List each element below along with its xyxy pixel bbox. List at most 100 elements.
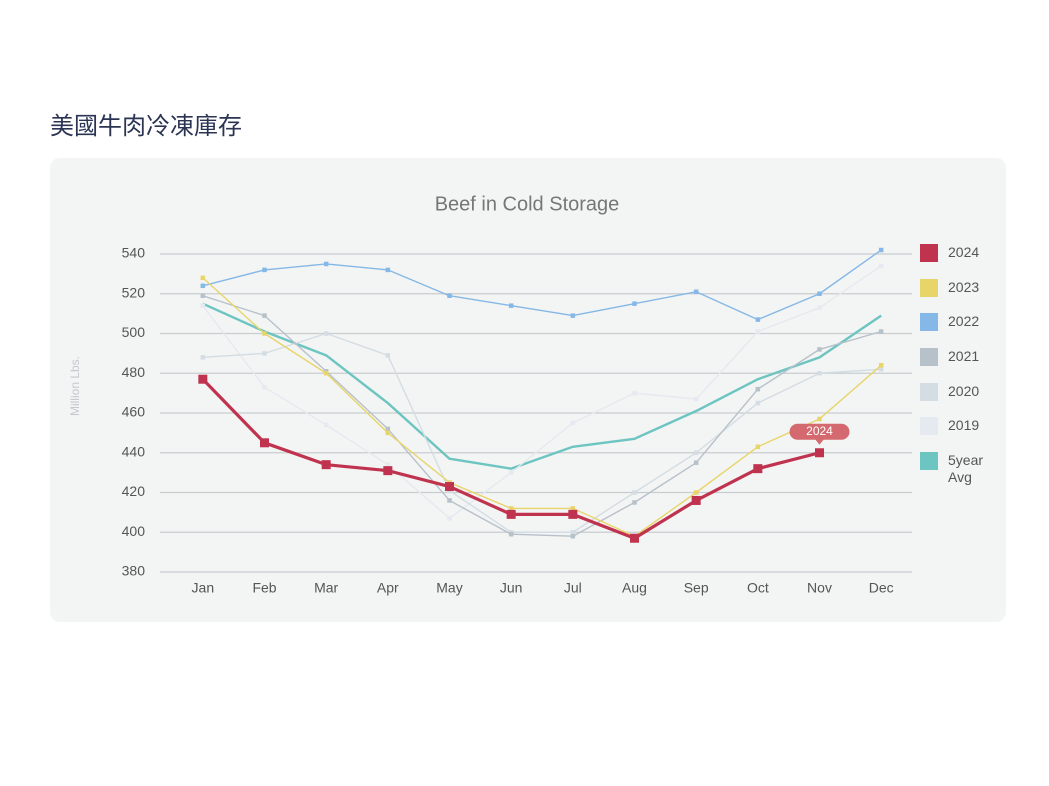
x-tick-label: Dec xyxy=(869,580,894,596)
data-point xyxy=(693,460,699,465)
legend-swatch xyxy=(920,313,938,332)
y-tick-label: 380 xyxy=(122,563,146,579)
data-point xyxy=(817,291,822,296)
legend-item: 2020 xyxy=(920,382,992,418)
data-point xyxy=(755,444,761,450)
y-tick-label: 400 xyxy=(122,523,146,539)
y-tick-label: 520 xyxy=(122,284,146,300)
data-point xyxy=(447,293,452,298)
data-point xyxy=(570,533,576,539)
legend-item: 2022 xyxy=(920,313,992,348)
x-tick-label: Jun xyxy=(500,580,523,596)
data-point xyxy=(570,420,576,426)
chart-title: Beef in Cold Storage xyxy=(435,193,620,215)
data-point xyxy=(260,438,269,448)
y-tick-label: 440 xyxy=(122,443,146,459)
data-point xyxy=(817,371,822,376)
y-tick-label: 460 xyxy=(122,404,146,420)
chart-card xyxy=(50,158,1006,622)
data-point xyxy=(878,363,884,368)
annotation: 2024 xyxy=(806,424,833,438)
data-point xyxy=(447,516,452,521)
legend: 2024 2023 2022 2021 2020 2019 5year Avg xyxy=(920,244,992,487)
x-tick-label: Jan xyxy=(192,580,215,596)
legend-swatch xyxy=(920,348,938,367)
data-point xyxy=(323,371,329,376)
data-point xyxy=(570,530,576,535)
data-point xyxy=(755,386,761,392)
legend-label: 2019 xyxy=(948,417,980,434)
data-point xyxy=(755,400,761,406)
data-point xyxy=(200,283,206,289)
legend-label: 2022 xyxy=(948,313,980,330)
series-line xyxy=(202,277,882,537)
data-point xyxy=(815,448,824,458)
data-point xyxy=(878,247,884,253)
data-point xyxy=(632,500,637,505)
y-tick-label: 480 xyxy=(122,364,146,380)
data-point xyxy=(262,267,267,273)
data-point xyxy=(693,490,699,495)
data-point xyxy=(753,464,763,474)
data-point xyxy=(321,460,331,470)
data-point xyxy=(262,351,267,356)
legend-swatch xyxy=(920,278,938,297)
data-point xyxy=(447,498,452,503)
data-point xyxy=(262,313,267,318)
series-line xyxy=(202,265,882,520)
y-tick-label: 500 xyxy=(122,324,146,340)
legend-label: 2020 xyxy=(948,382,980,399)
annotation-bubble xyxy=(789,423,850,445)
x-tick-label: Sep xyxy=(684,580,709,596)
legend-swatch xyxy=(920,382,938,401)
data-point xyxy=(385,353,391,358)
data-point xyxy=(755,329,761,334)
data-point xyxy=(385,462,391,467)
data-point xyxy=(385,430,391,436)
legend-item: 2019 xyxy=(920,417,992,452)
data-point xyxy=(632,490,637,495)
series-line xyxy=(202,295,882,537)
x-tick-label: Apr xyxy=(377,580,399,596)
data-point xyxy=(262,331,267,336)
legend-item: 2023 xyxy=(920,278,992,314)
data-point xyxy=(508,506,514,511)
data-point xyxy=(632,301,637,306)
legend-item: 2021 xyxy=(920,348,992,383)
data-point xyxy=(323,261,329,267)
x-tick-label: Aug xyxy=(622,580,647,596)
x-tick-label: Oct xyxy=(747,580,769,596)
data-point xyxy=(385,267,391,273)
data-point xyxy=(445,482,454,492)
x-tick-label: Nov xyxy=(807,580,832,596)
legend-swatch xyxy=(920,417,938,436)
data-point xyxy=(693,289,699,295)
data-point xyxy=(568,509,578,519)
x-tick-label: Mar xyxy=(314,580,338,596)
legend-swatch xyxy=(920,244,938,262)
data-point xyxy=(693,450,699,455)
data-point xyxy=(693,396,699,402)
series-line xyxy=(202,332,882,533)
data-point xyxy=(570,506,576,511)
data-point xyxy=(630,533,639,543)
data-point xyxy=(878,367,884,372)
y-tick-label: 540 xyxy=(122,245,146,261)
data-point xyxy=(200,355,206,360)
data-point xyxy=(878,329,884,334)
data-point xyxy=(200,293,206,298)
x-tick-label: Jul xyxy=(564,580,582,596)
series-line xyxy=(202,302,882,470)
data-point xyxy=(508,531,514,537)
legend-label: 5year Avg xyxy=(948,452,984,486)
data-point xyxy=(262,384,267,390)
data-point xyxy=(755,317,761,322)
data-point xyxy=(383,466,393,476)
data-point xyxy=(508,303,514,308)
data-point xyxy=(198,374,208,384)
legend-item: 5year Avg xyxy=(920,452,992,487)
data-point xyxy=(200,275,206,281)
x-tick-label: Feb xyxy=(252,580,276,596)
data-point xyxy=(200,303,206,308)
